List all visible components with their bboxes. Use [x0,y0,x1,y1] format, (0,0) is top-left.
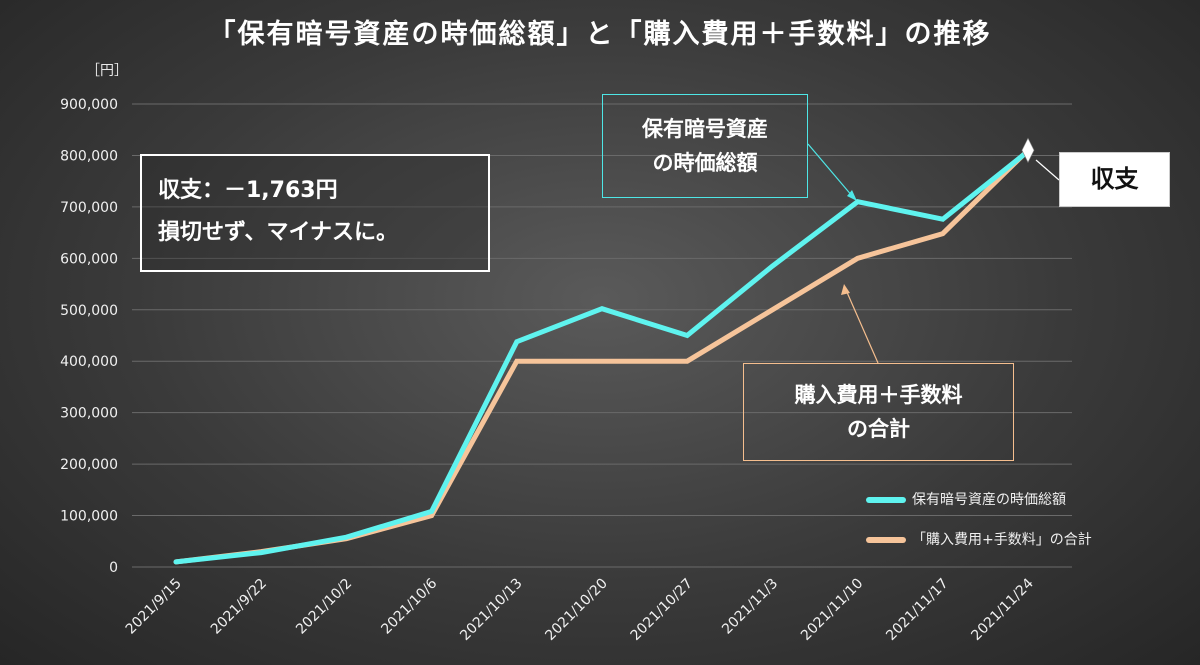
x-tick-label: 2021/10/20 [542,576,610,644]
y-tick-label: 800,000 [60,148,118,164]
x-tick-label: 2021/10/27 [628,576,696,644]
y-tick-label: 100,000 [60,509,118,525]
x-tick-label: 2021/9/22 [208,576,270,638]
y-tick-label: 500,000 [60,303,118,319]
x-tick-label: 2021/10/6 [378,575,440,637]
y-tick-label: 300,000 [60,406,118,422]
y-tick-label: 0 [109,560,118,576]
legend-item-cost: 「購入費用+手数料」の合計 [866,529,1092,549]
value-callout-arrow [807,143,854,198]
cost-callout-line-2: の合計 [847,417,910,441]
cost-callout-arrow [845,289,879,364]
balance-line-1: 収支：－1,763円 [158,178,338,203]
x-tick-label: 2021/11/10 [798,576,866,644]
value-series-callout: 保有暗号資産 の時価総額 [602,94,808,198]
value-callout-line-1: 保有暗号資産 [642,117,768,141]
y-axis-unit: ［円］ [86,63,128,79]
x-tick-labels: 2021/9/15 2021/9/22 2021/10/2 2021/10/6 2021… [123,575,1037,643]
cost-series-callout: 購入費用＋手数料 の合計 [743,363,1014,461]
annotation-arrows [807,143,1060,364]
x-tick-label: 2021/9/15 [123,576,185,638]
legend-label-value: 保有暗号資産の時価総額 [912,492,1066,508]
series-line-value [173,148,1031,565]
balance-line-2: 損切せず、マイナスに。 [158,220,399,245]
series-lines [173,137,1035,565]
legend-item-value: 保有暗号資産の時価総額 [866,489,1066,509]
shushi-callout-arrow [1035,159,1060,181]
balance-annotation-box: 収支：－1,763円 損切せず、マイナスに。 [140,154,490,272]
shushi-callout: 収支 [1059,152,1170,207]
x-tick-label: 2021/11/3 [719,576,781,638]
y-tick-label: 600,000 [60,251,118,267]
legend-swatch-cost [866,537,906,543]
x-tick-label: 2021/11/24 [968,575,1036,643]
cost-callout-arrowhead [841,284,850,295]
y-tick-label: 200,000 [60,457,118,473]
x-tick-label: 2021/10/13 [457,576,525,644]
value-callout-line-2: の時価総額 [652,151,758,175]
value-callout-arrowhead [847,190,857,201]
y-tick-label: 400,000 [60,354,118,370]
end-point-marker [1021,137,1035,163]
x-tick-label: 2021/10/2 [293,576,355,638]
chart-title: 「保有暗号資産の時価総額」と「購入費用＋手数料」の推移 [208,19,992,50]
legend-swatch-value [866,497,906,503]
y-tick-labels: 0 100,000 200,000 300,000 400,000 500,000 600,… [60,97,118,576]
y-tick-label: 700,000 [60,200,118,216]
y-tick-label: 900,000 [60,97,118,113]
x-tick-label: 2021/11/17 [883,576,951,644]
legend-label-cost: 「購入費用+手数料」の合計 [912,532,1092,548]
cost-callout-line-1: 購入費用＋手数料 [794,383,963,407]
